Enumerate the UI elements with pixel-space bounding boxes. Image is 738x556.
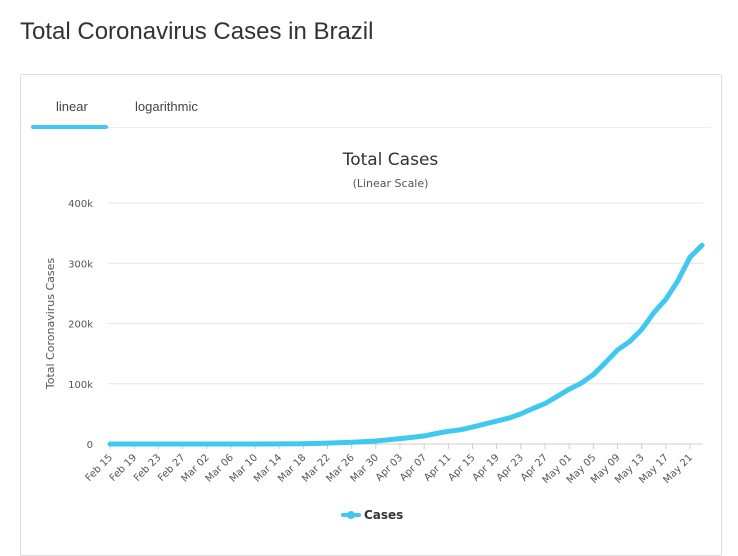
y-tick-label: 300k — [68, 259, 93, 270]
page-title: Total Coronavirus Cases in Brazil — [20, 18, 374, 45]
chart-title: Total Cases — [342, 150, 439, 170]
y-tick-label: 100k — [68, 380, 93, 391]
chart-subtitle: (Linear Scale) — [353, 177, 429, 190]
legend-label-cases: Cases — [364, 508, 403, 522]
cases-chart: Total Cases (Linear Scale) 0 100k 200k 300k 40… — [44, 150, 705, 522]
y-tick-label: 200k — [68, 320, 93, 331]
active-tab-indicator — [31, 125, 108, 129]
legend-marker-cases — [347, 511, 355, 519]
y-axis-label: Total Coronavirus Cases — [44, 258, 57, 391]
tab-logarithmic[interactable]: logarithmic — [135, 99, 198, 114]
series-line-cases — [107, 242, 705, 447]
tab-linear[interactable]: linear — [56, 99, 88, 114]
y-tick-label: 400k — [68, 199, 93, 210]
chart-panel: linear logarithmic Total Cases (Linear Sc… — [20, 74, 722, 556]
y-tick-label: 0 — [87, 440, 93, 451]
scale-tabs: linear logarithmic — [31, 75, 711, 129]
